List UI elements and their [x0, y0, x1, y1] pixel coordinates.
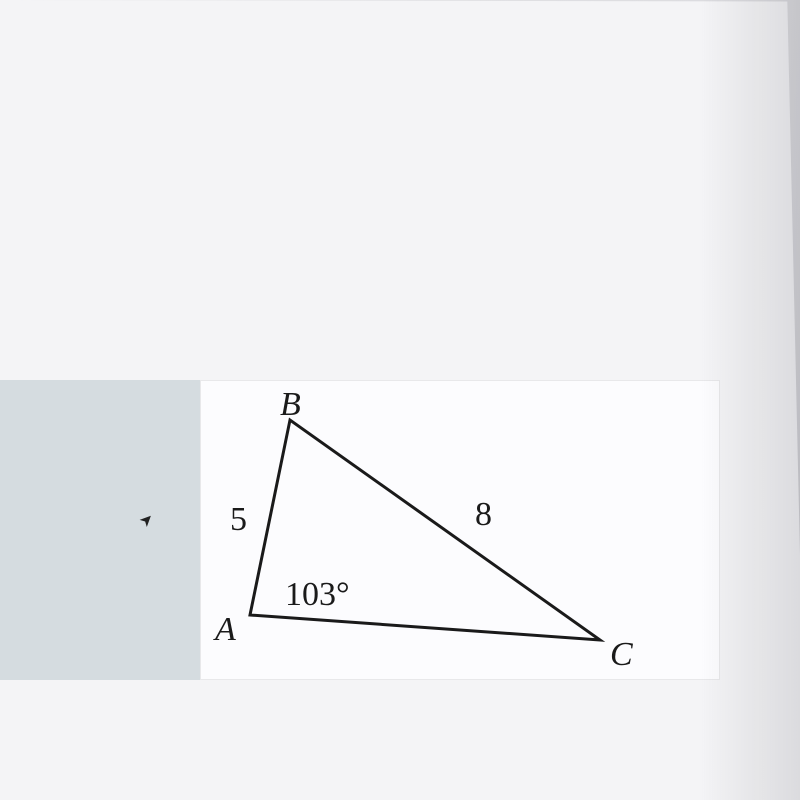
- vertex-B-label: B: [280, 390, 301, 423]
- vertex-C-label: C: [610, 636, 633, 670]
- side-BC-length: 8: [475, 496, 492, 533]
- shadow-edge: [700, 0, 800, 800]
- triangle-diagram: B A C 5 8 103°: [210, 390, 710, 670]
- angle-A-label: 103°: [285, 576, 350, 613]
- vertex-A-label: A: [213, 611, 236, 648]
- sidebar-panel: [0, 380, 200, 680]
- side-AB-length: 5: [230, 501, 247, 538]
